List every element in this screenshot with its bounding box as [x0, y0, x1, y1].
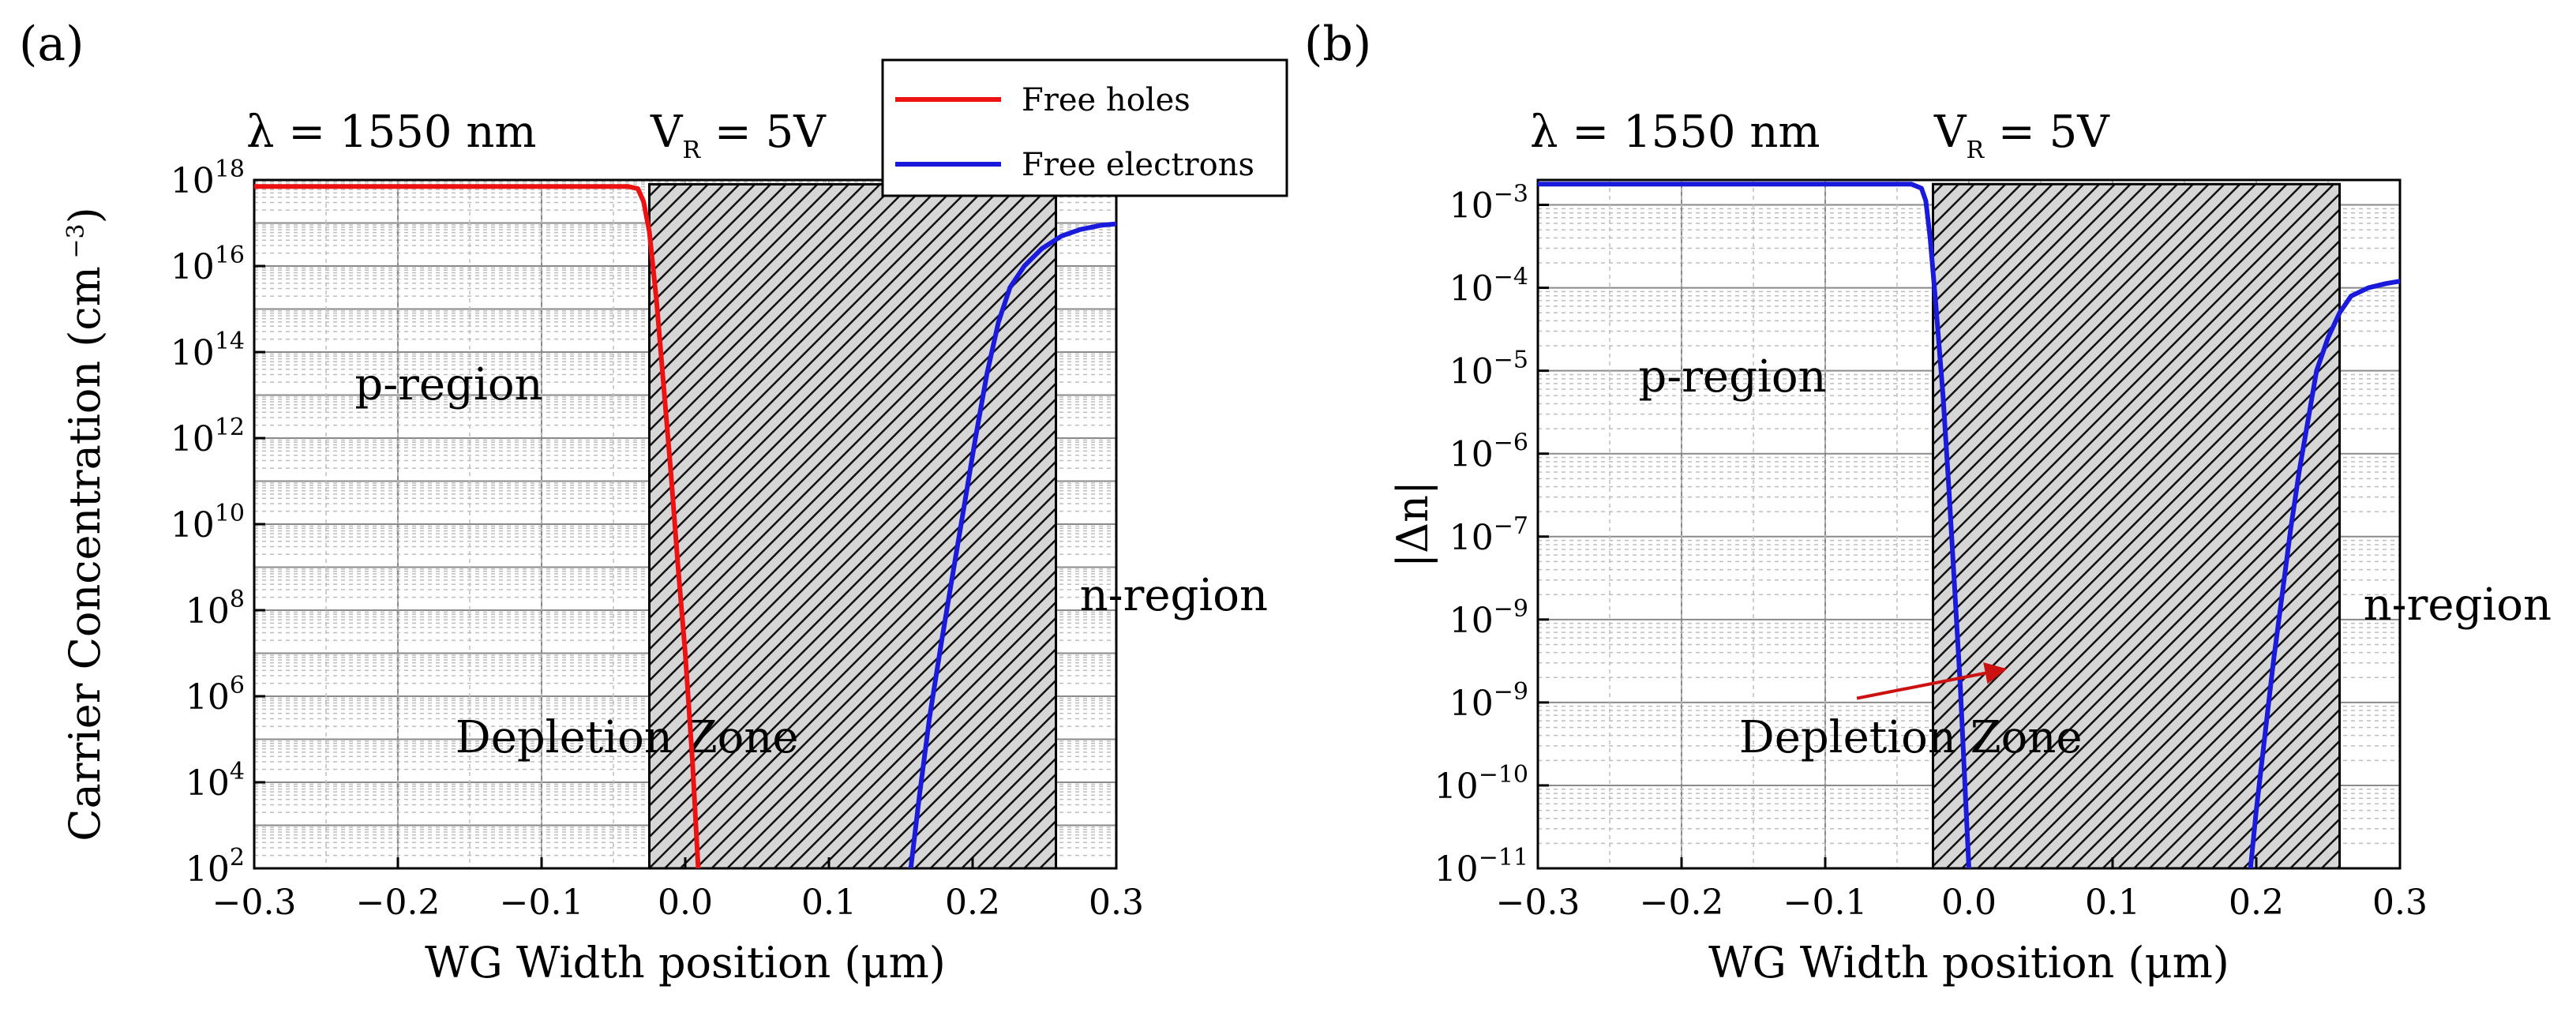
- y-axis-title: |Δn|: [1388, 481, 1438, 568]
- y-tick-label: 10−3: [1449, 181, 1528, 227]
- series-line-free-electrons: [908, 221, 1116, 868]
- x-tick-label: −0.2: [356, 883, 441, 923]
- depletion-zone-box: [1932, 182, 2342, 870]
- series-group: [1538, 182, 2400, 868]
- legend: Free holes Free electrons: [881, 58, 1288, 197]
- y-tick-label: 10−7: [1449, 512, 1528, 558]
- y-tick-label: 1012: [171, 414, 245, 459]
- depletion-zone-label: Depletion Zone: [456, 712, 799, 763]
- y-tick-label: 10−4: [1449, 264, 1528, 309]
- y-tick-label: 102: [186, 844, 245, 890]
- depletion-zone-box: [648, 182, 1058, 870]
- y-tick-label: 106: [186, 672, 245, 718]
- x-tick-label: −0.2: [1640, 883, 1724, 923]
- legend-box: [881, 58, 1288, 197]
- x-tick-label: −0.3: [212, 883, 297, 923]
- legend-entry-label: Free holes: [1022, 82, 1191, 118]
- x-tick-label: 0.1: [2085, 883, 2140, 923]
- x-tick-label: 0.3: [2372, 883, 2428, 923]
- y-tick-label: 1010: [171, 500, 245, 545]
- x-tick-label: 0.0: [658, 883, 713, 923]
- panel-label: (b): [1304, 17, 1371, 72]
- panel-b: −0.3 −0.2 −0.1 0.0 0.1 0.2 0.3 10−11 10−10 10−9 10…: [1304, 17, 2552, 988]
- legend-entry-label: Free electrons: [1022, 147, 1254, 183]
- bias-label: VR = 5V: [650, 107, 827, 164]
- y-tick-label: 1016: [171, 242, 245, 287]
- n-region-label: n-region: [2364, 579, 2552, 631]
- depletion-zone-label: Depletion Zone: [1739, 712, 2083, 763]
- x-axis-title: WG Width position (μm): [1708, 938, 2229, 988]
- y-tick-label: 10−9: [1449, 678, 1528, 724]
- x-tick-label: −0.3: [1496, 883, 1580, 923]
- wavelength-label: λ = 1550 nm: [246, 107, 537, 158]
- x-tick-label: 0.1: [801, 883, 857, 923]
- y-tick-label: 1018: [171, 156, 245, 201]
- x-tick-label: 0.3: [1089, 883, 1144, 923]
- x-tick-label: 0.2: [2229, 883, 2284, 923]
- x-tick-label: −0.1: [1783, 883, 1868, 923]
- y-tick-label: 10−11: [1434, 844, 1528, 890]
- arrow-annotation: [1856, 662, 2008, 700]
- x-tick-label: 0.2: [945, 883, 1000, 923]
- series-line--n-n-side: [2248, 279, 2400, 868]
- y-tick-label: 10−10: [1434, 761, 1528, 807]
- series-line--n-: [1538, 182, 1971, 868]
- bias-label: VR = 5V: [1933, 107, 2110, 164]
- y-tick-label: 108: [186, 586, 245, 632]
- y-tick-label: 1014: [171, 328, 245, 373]
- p-region-label: p-region: [354, 359, 542, 410]
- x-tick-label: 0.0: [1941, 883, 1997, 923]
- panel-a: −0.3 −0.2 −0.1 0.0 0.1 0.2 0.3 102 104 106 108 1010…: [19, 17, 1288, 988]
- n-region-label: n-region: [1080, 570, 1268, 621]
- panel-label: (a): [19, 17, 84, 72]
- y-tick-label: 10−6: [1449, 429, 1528, 475]
- series-group: [254, 184, 1116, 868]
- series-line-free-holes: [254, 184, 701, 868]
- y-tick-label: 10−9: [1449, 595, 1528, 641]
- y-tick-label: 10−5: [1449, 347, 1528, 392]
- p-region-label: p-region: [1638, 351, 1826, 403]
- x-axis-title: WG Width position (μm): [425, 938, 946, 988]
- wavelength-label: λ = 1550 nm: [1530, 107, 1820, 158]
- x-tick-label: −0.1: [500, 883, 584, 923]
- y-axis-title: Carrier Concentration (cm −3): [60, 207, 110, 841]
- y-tick-label: 104: [186, 758, 245, 804]
